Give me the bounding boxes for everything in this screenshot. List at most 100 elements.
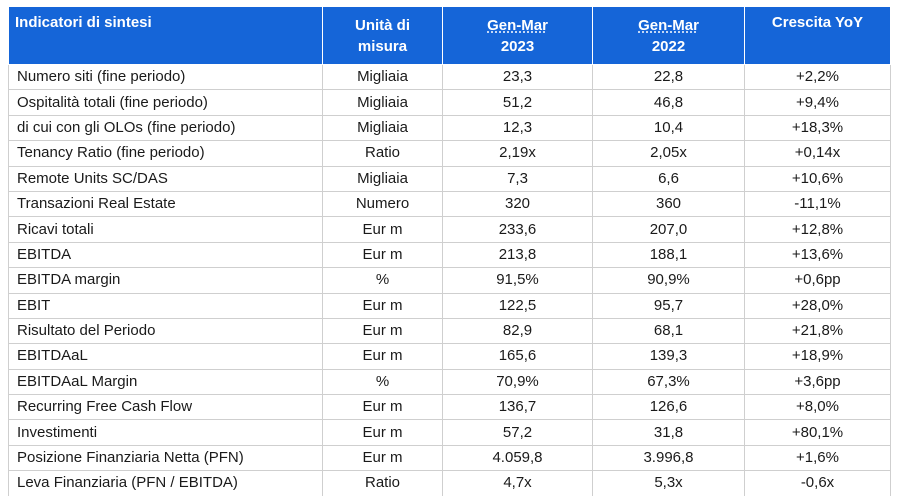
growth-cell: +2,2% xyxy=(744,63,891,91)
table-row: EBIT Eur m 122,5 95,7 +28,0% xyxy=(8,292,891,319)
header-growth-text: Crescita YoY xyxy=(771,14,864,31)
value-2022-cell: 3.996,8 xyxy=(592,444,745,472)
value-2023-cell: 136,7 xyxy=(442,394,593,421)
unit-cell: Migliaia xyxy=(322,63,443,91)
growth-cell: +9,4% xyxy=(744,89,891,116)
table-row: Investimenti Eur m 57,2 31,8 +80,1% xyxy=(8,419,891,446)
table-body: Numero siti (fine periodo) Migliaia 23,3 22… xyxy=(8,63,891,496)
table-row: Ricavi totali Eur m 233,6 207,0 +12,8% xyxy=(8,216,891,243)
table-row: Transazioni Real Estate Numero 320 360 -11,1… xyxy=(8,190,891,218)
indicator-cell: Ricavi totali xyxy=(8,216,323,243)
table-header: Indicatori di sintesi Unità di misura Ge… xyxy=(8,6,891,65)
unit-cell: % xyxy=(322,267,443,294)
value-2022-cell: 139,3 xyxy=(592,343,745,370)
value-2022-cell: 68,1 xyxy=(592,317,745,345)
header-period-2022: Gen-Mar 2022 xyxy=(592,6,745,65)
growth-cell: -0,6x xyxy=(744,470,891,496)
table-row: EBITDAaL Eur m 165,6 139,3 +18,9% xyxy=(8,343,891,370)
value-2022-cell: 10,4 xyxy=(592,114,745,142)
growth-cell: +10,6% xyxy=(744,165,891,192)
header-growth: Crescita YoY xyxy=(744,6,891,65)
indicator-cell: Risultato del Periodo xyxy=(8,317,323,345)
indicator-cell: Leva Finanziaria (PFN / EBITDA) xyxy=(8,470,323,496)
unit-cell: Numero xyxy=(322,190,443,218)
value-2023-cell: 51,2 xyxy=(442,89,593,116)
header-period-2022-line1: Gen-Mar xyxy=(638,16,699,34)
unit-cell: Eur m xyxy=(322,394,443,421)
growth-cell: +0,6pp xyxy=(744,267,891,294)
table-row: Recurring Free Cash Flow Eur m 136,7 126,6 +… xyxy=(8,394,891,421)
value-2022-cell: 5,3x xyxy=(592,470,745,496)
value-2023-cell: 213,8 xyxy=(442,241,593,269)
value-2023-cell: 320 xyxy=(442,190,593,218)
indicator-cell: Investimenti xyxy=(8,419,323,446)
unit-cell: Eur m xyxy=(322,444,443,472)
value-2022-cell: 22,8 xyxy=(592,63,745,91)
unit-cell: Eur m xyxy=(322,317,443,345)
value-2023-cell: 12,3 xyxy=(442,114,593,142)
table-row: Leva Finanziaria (PFN / EBITDA) Ratio 4,7x… xyxy=(8,470,891,496)
unit-cell: Eur m xyxy=(322,419,443,446)
table-row: di cui con gli OLOs (fine periodo) Miglia… xyxy=(8,114,891,142)
growth-cell: +12,8% xyxy=(744,216,891,243)
indicator-cell: EBITDA xyxy=(8,241,323,269)
indicator-cell: Transazioni Real Estate xyxy=(8,190,323,218)
value-2022-cell: 46,8 xyxy=(592,89,745,116)
value-2023-cell: 91,5% xyxy=(442,267,593,294)
indicator-cell: EBIT xyxy=(8,292,323,319)
growth-cell: +13,6% xyxy=(744,241,891,269)
table-row: Remote Units SC/DAS Migliaia 7,3 6,6 +10,6% xyxy=(8,165,891,192)
unit-cell: Migliaia xyxy=(322,114,443,142)
value-2022-cell: 126,6 xyxy=(592,394,745,421)
unit-cell: Ratio xyxy=(322,470,443,496)
value-2023-cell: 70,9% xyxy=(442,368,593,396)
growth-cell: +28,0% xyxy=(744,292,891,319)
table-row: Numero siti (fine periodo) Migliaia 23,3 22… xyxy=(8,63,891,91)
value-2022-cell: 31,8 xyxy=(592,419,745,446)
unit-cell: Ratio xyxy=(322,140,443,167)
growth-cell: +1,6% xyxy=(744,444,891,472)
header-indicator-text: Indicatori di sintesi xyxy=(15,14,152,31)
unit-cell: Eur m xyxy=(322,241,443,269)
header-period-2023-line2: 2023 xyxy=(500,37,535,55)
value-2022-cell: 188,1 xyxy=(592,241,745,269)
value-2022-cell: 67,3% xyxy=(592,368,745,396)
unit-cell: Eur m xyxy=(322,343,443,370)
value-2023-cell: 4,7x xyxy=(442,470,593,496)
table-row: EBITDA margin% 91,5% 90,9% +0,6pp xyxy=(8,267,891,294)
header-period-2023-line1: Gen-Mar xyxy=(487,16,548,34)
value-2022-cell: 360 xyxy=(592,190,745,218)
table-row: Ospitalità totali (fine periodo) Migliaia… xyxy=(8,89,891,116)
growth-cell: +18,3% xyxy=(744,114,891,142)
value-2022-cell: 2,05x xyxy=(592,140,745,167)
value-2022-cell: 95,7 xyxy=(592,292,745,319)
growth-cell: +18,9% xyxy=(744,343,891,370)
indicator-cell: di cui con gli OLOs (fine periodo) xyxy=(8,114,323,142)
value-2023-cell: 165,6 xyxy=(442,343,593,370)
indicator-cell: EBITDAaL Margin xyxy=(8,368,323,396)
indicator-cell: Tenancy Ratio (fine periodo) xyxy=(8,140,323,167)
unit-cell: Eur m xyxy=(322,216,443,243)
growth-cell: +3,6pp xyxy=(744,368,891,396)
header-unit-line2: misura xyxy=(357,37,408,55)
value-2023-cell: 233,6 xyxy=(442,216,593,243)
unit-cell: % xyxy=(322,368,443,396)
value-2023-cell: 7,3 xyxy=(442,165,593,192)
header-period-2023: Gen-Mar 2023 xyxy=(442,6,593,65)
table-row: EBITDAaL Margin% 70,9% 67,3% +3,6pp xyxy=(8,368,891,396)
header-period-2022-line2: 2022 xyxy=(651,37,686,55)
indicator-cell: Posizione Finanziaria Netta (PFN) xyxy=(8,444,323,472)
unit-cell: Migliaia xyxy=(322,165,443,192)
unit-cell: Eur m xyxy=(322,292,443,319)
value-2023-cell: 23,3 xyxy=(442,63,593,91)
value-2023-cell: 122,5 xyxy=(442,292,593,319)
unit-cell: Migliaia xyxy=(322,89,443,116)
header-unit: Unità di misura xyxy=(322,6,443,65)
table-row: EBITDA Eur m 213,8 188,1 +13,6% xyxy=(8,241,891,269)
value-2022-cell: 90,9% xyxy=(592,267,745,294)
value-2023-cell: 2,19x xyxy=(442,140,593,167)
indicator-cell: EBITDAaL xyxy=(8,343,323,370)
table-row: Risultato del Periodo Eur m 82,9 68,1 +21,8% xyxy=(8,317,891,345)
indicator-cell: Remote Units SC/DAS xyxy=(8,165,323,192)
indicator-cell: Ospitalità totali (fine periodo) xyxy=(8,89,323,116)
